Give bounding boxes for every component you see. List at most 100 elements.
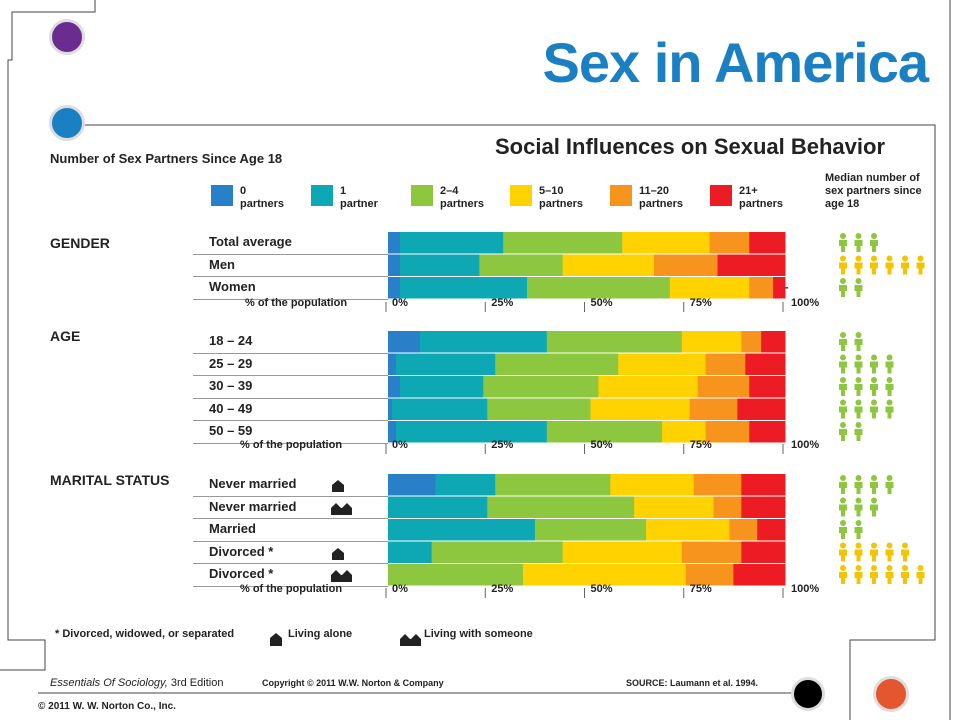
axis-tick-label: 25% (491, 297, 514, 309)
section-label: GENDER (50, 235, 110, 251)
row-divider (193, 253, 388, 255)
axis-tick-label: 75% (689, 439, 712, 451)
person-icon (854, 422, 863, 441)
person-icon (916, 565, 925, 584)
bar-segment (503, 232, 623, 254)
copyright: Copyright © 2011 W.W. Norton & Company (262, 678, 444, 688)
person-icon (870, 475, 878, 494)
section-label: MARITAL STATUS (50, 472, 170, 488)
axis-tick-label: 100% (791, 297, 820, 309)
bar-segment (388, 541, 433, 563)
chart-subtitle: Number of Sex Partners Since Age 18 (50, 151, 283, 166)
bar-segment (689, 398, 738, 420)
person-icon (839, 377, 847, 396)
bar-segment (713, 496, 742, 518)
footnote: * Divorced, widowed, or separated (55, 628, 235, 640)
person-icon (885, 542, 894, 562)
bar-segment (705, 353, 746, 375)
axis-tick-label: 50% (590, 583, 613, 595)
row-label: 18 – 24 (209, 333, 253, 348)
person-icon (854, 377, 863, 396)
legend-label: 11–20 partners (639, 185, 683, 211)
living-alone-icon (332, 480, 344, 492)
legend-swatch (311, 185, 333, 206)
axis-tick-label: 75% (689, 583, 712, 595)
legend-label-top: 0 (240, 185, 247, 197)
legend-label-bottom: partners (539, 198, 584, 210)
axis-tick-label: 50% (590, 439, 613, 451)
person-icon (870, 233, 878, 252)
black-dot (791, 677, 825, 711)
person-icon (839, 497, 847, 517)
bar-segment (522, 564, 687, 586)
bar-segment (388, 353, 397, 375)
bar-segment (646, 519, 730, 541)
row-label: 30 – 39 (209, 378, 253, 393)
bar-segment (487, 496, 635, 518)
axis-tick-label: 75% (689, 297, 712, 309)
bar-segment (749, 421, 786, 443)
row-label: Married (209, 521, 256, 536)
row-divider (193, 397, 388, 399)
bar-segment (388, 421, 397, 443)
median-label: Median number of sex partners since age … (825, 172, 922, 210)
bar-segment (562, 541, 683, 563)
bar-segment (395, 353, 496, 375)
legend-swatch (710, 185, 732, 206)
person-icon (839, 520, 847, 539)
bar-segment (618, 353, 707, 375)
bar-segment (741, 496, 786, 518)
bar-segment (773, 277, 786, 299)
row-label: Women (209, 279, 256, 294)
axis-title: % of the population (245, 297, 348, 309)
bar-segment (526, 277, 671, 299)
section-label: AGE (50, 328, 81, 344)
bar-segment (709, 232, 750, 254)
person-icon (839, 399, 847, 419)
bar-segment (697, 376, 750, 398)
person-icon (854, 475, 863, 494)
legend-label: 5–10 partners (539, 185, 583, 211)
row-divider (193, 420, 388, 421)
axis-tick-label: 100% (791, 583, 820, 595)
bar-segment (622, 232, 711, 254)
bar-segment (388, 376, 401, 398)
bar-segment (395, 421, 548, 443)
person-icon (870, 497, 878, 517)
legend-label-top: 5–10 (539, 185, 564, 197)
person-icon (870, 255, 878, 275)
axis-title: % of the population (240, 439, 343, 451)
row-divider (193, 375, 388, 376)
book-edition: 3rd Edition (167, 677, 224, 689)
row-label: Divorced * (209, 566, 274, 581)
row-divider (193, 540, 388, 542)
bar-segment (693, 474, 742, 496)
person-icon (839, 255, 847, 275)
living-with-someone-icon (400, 634, 421, 646)
axis-tick-label: 25% (491, 583, 514, 595)
bar-segment (388, 519, 536, 541)
person-icon (870, 542, 878, 562)
living-with-someone-icon (331, 570, 352, 582)
person-icon (870, 377, 878, 396)
legend-label-bottom: partner (340, 198, 378, 210)
legend-label-bottom: partners (240, 198, 285, 210)
bar-segment (388, 496, 488, 518)
legend-swatch (211, 185, 233, 206)
row-divider (193, 298, 388, 300)
row-label: 50 – 59 (209, 423, 253, 438)
bar-segment (741, 331, 762, 353)
page-title: Sex in America (542, 31, 929, 94)
person-icon (901, 255, 909, 275)
person-icon (870, 399, 878, 419)
row-divider (193, 352, 388, 354)
living-alone-label: Living alone (288, 628, 353, 640)
axis-tick-label: 0% (392, 583, 408, 595)
legend-label-top: 2–4 (440, 185, 459, 197)
bar-segment (391, 398, 488, 420)
person-icon (854, 255, 863, 275)
legend-swatch (610, 185, 632, 206)
legend-label-top: 11–20 (639, 185, 669, 197)
legend-swatch (510, 185, 532, 206)
bar-segment (435, 474, 496, 496)
